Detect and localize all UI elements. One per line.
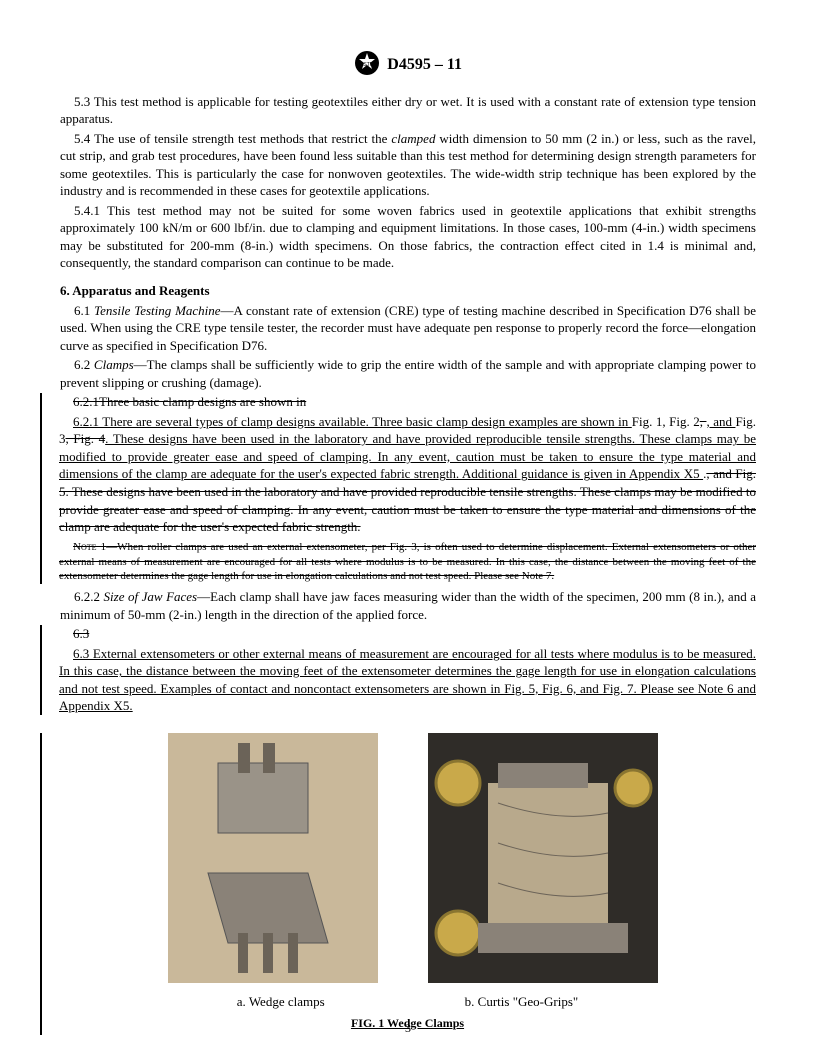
para-6-3-deleted: 6.3 [59,625,756,643]
change-bar-1: 6.2.1Three basic clamp designs are shown… [40,393,756,584]
para-5-4: 5.4 The use of tensile strength test met… [60,130,756,200]
note-1-deleted: Note 1—When roller clamps are used an ex… [59,540,756,585]
astm-logo: ASTM [354,50,380,81]
para-6-1: 6.1 Tensile Testing Machine—A constant r… [60,302,756,355]
section-6-title: 6. Apparatus and Reagents [60,282,756,300]
page-header: ASTM D4595 – 11 [60,50,756,81]
figure-1: a. Wedge clamps b. Curtis "Geo-Grips" FI… [59,733,756,1031]
figure-1a-image [158,733,388,983]
svg-text:ASTM: ASTM [360,62,374,68]
para-6-2-1: 6.2.1 There are several types of clamp d… [59,413,756,536]
change-bar-2: 6.3 6.3 External extensometers or other … [40,625,756,715]
change-bar-3: a. Wedge clamps b. Curtis "Geo-Grips" FI… [40,733,756,1035]
page-number: 3 [0,1020,816,1036]
para-6-3: 6.3 External extensometers or other exte… [59,645,756,715]
para-5-3: 5.3 This test method is applicable for t… [60,93,756,128]
figure-1b-caption: b. Curtis "Geo-Grips" [465,993,579,1011]
para-6-2: 6.2 Clamps—The clamps shall be sufficien… [60,356,756,391]
figure-1a-caption: a. Wedge clamps [237,993,325,1011]
para-5-4-1: 5.4.1 This test method may not be suited… [60,202,756,272]
standard-designation: D4595 – 11 [387,54,462,76]
figure-1b-image [428,733,658,983]
para-6-2-2: 6.2.2 Size of Jaw Faces—Each clamp shall… [60,588,756,623]
para-6-2-1-deleted: 6.2.1Three basic clamp designs are shown… [59,393,756,411]
